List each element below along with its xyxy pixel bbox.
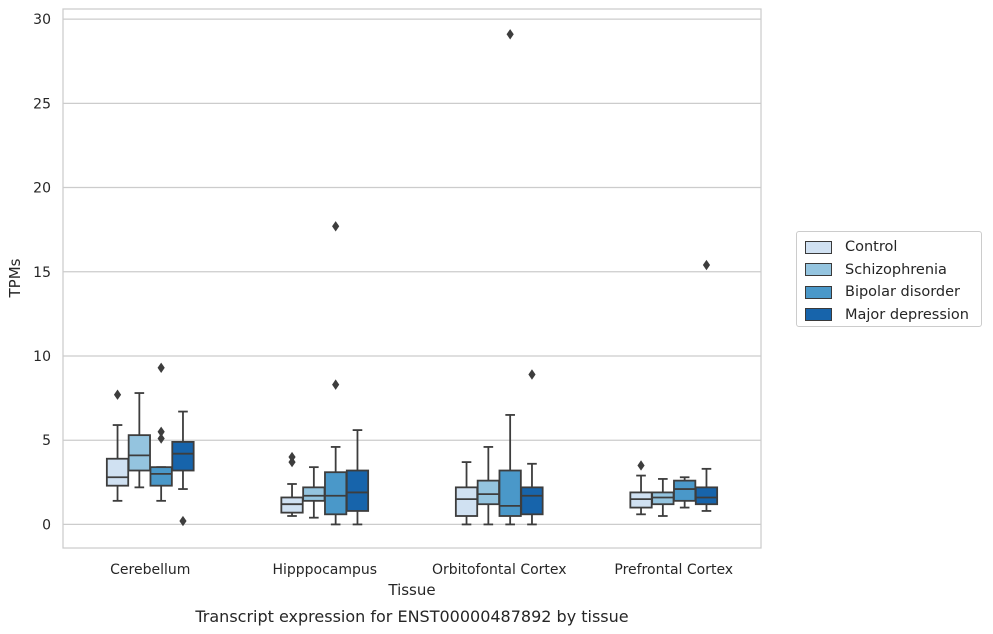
- legend-swatch-control: [805, 240, 832, 254]
- box-body: [673, 479, 697, 502]
- y-tick-label: 5: [42, 433, 51, 449]
- box-body: [694, 486, 719, 506]
- box-body: [127, 434, 151, 472]
- box-bipolar-disorder: [149, 362, 173, 502]
- legend-label: Schizophrenia: [845, 261, 947, 278]
- box-control: [454, 461, 479, 526]
- y-tick-label: 15: [33, 265, 51, 281]
- outlier-point: [702, 259, 711, 271]
- box-body: [302, 486, 326, 502]
- box-bipolar-disorder: [324, 221, 348, 526]
- y-axis-label: TPMs: [6, 258, 24, 298]
- y-tick-label: 25: [33, 96, 51, 112]
- outlier-point: [332, 379, 340, 390]
- box-control: [280, 451, 304, 517]
- box-schizophrenia: [302, 466, 326, 519]
- box-body: [324, 471, 348, 516]
- box-major-depression: [694, 259, 719, 512]
- box-control: [629, 460, 653, 516]
- box-schizophrenia: [651, 478, 675, 517]
- legend-swatch-major-depression: [805, 308, 832, 322]
- outlier-point: [288, 451, 296, 463]
- outlier-point: [113, 389, 122, 400]
- y-tick-label: 20: [33, 181, 51, 197]
- gridlines: [63, 18, 761, 526]
- outlier-point: [179, 515, 187, 527]
- outlier-point: [637, 460, 645, 471]
- legend-label: Major depression: [845, 306, 969, 323]
- outlier-point: [528, 369, 536, 380]
- y-tick-label: 30: [33, 12, 51, 28]
- legend-swatch-schizophrenia: [805, 263, 832, 277]
- outlier-point: [332, 221, 340, 232]
- y-tick-label: 0: [42, 517, 51, 533]
- box-schizophrenia: [476, 446, 500, 526]
- legend-item-control: Control: [805, 236, 973, 259]
- legend-label: Control: [845, 239, 898, 256]
- legend-item-bipolar-disorder: Bipolar disorder: [805, 281, 973, 304]
- outlier-point: [506, 29, 514, 40]
- box-major-depression: [345, 429, 370, 526]
- legend: Control Schizophrenia Bipolar disorder M…: [796, 231, 982, 327]
- box-body: [498, 469, 522, 517]
- legend-swatch-bipolar-disorder: [805, 285, 832, 299]
- box-body: [171, 440, 195, 472]
- box-schizophrenia: [127, 392, 151, 489]
- box-body: [105, 457, 130, 487]
- x-tick-label: Hipppocampus: [272, 562, 377, 578]
- box-body: [149, 466, 173, 487]
- box-bipolar-disorder: [673, 476, 697, 509]
- outlier-point: [157, 362, 165, 373]
- y-tick-labels: 0 5 10 15 20 25 30: [33, 12, 51, 533]
- outlier-point: [157, 426, 165, 437]
- x-axis-label: Tissue: [387, 581, 435, 599]
- y-tick-label: 10: [33, 349, 51, 365]
- x-tick-label: Orbitofontal Cortex: [432, 562, 567, 578]
- x-tick-label: Prefrontal Cortex: [614, 562, 733, 578]
- box-body: [476, 479, 500, 506]
- x-tick-label: Cerebellum: [110, 562, 190, 578]
- box-control: [105, 389, 130, 502]
- legend-item-major-depression: Major depression: [805, 304, 973, 327]
- boxes: [105, 29, 719, 527]
- box-major-depression: [520, 369, 544, 526]
- plot-frame: [62, 8, 762, 549]
- x-tick-labels: Cerebellum Hipppocampus Orbitofontal Corte…: [110, 562, 733, 578]
- legend-label: Bipolar disorder: [845, 284, 960, 301]
- box-major-depression: [171, 410, 195, 527]
- chart-title: Transcript expression for ENST0000048789…: [194, 607, 628, 626]
- legend-item-schizophrenia: Schizophrenia: [805, 259, 973, 282]
- box-body: [345, 469, 370, 512]
- box-body: [520, 486, 544, 516]
- box-body: [454, 486, 479, 517]
- outlier-point: [157, 433, 165, 444]
